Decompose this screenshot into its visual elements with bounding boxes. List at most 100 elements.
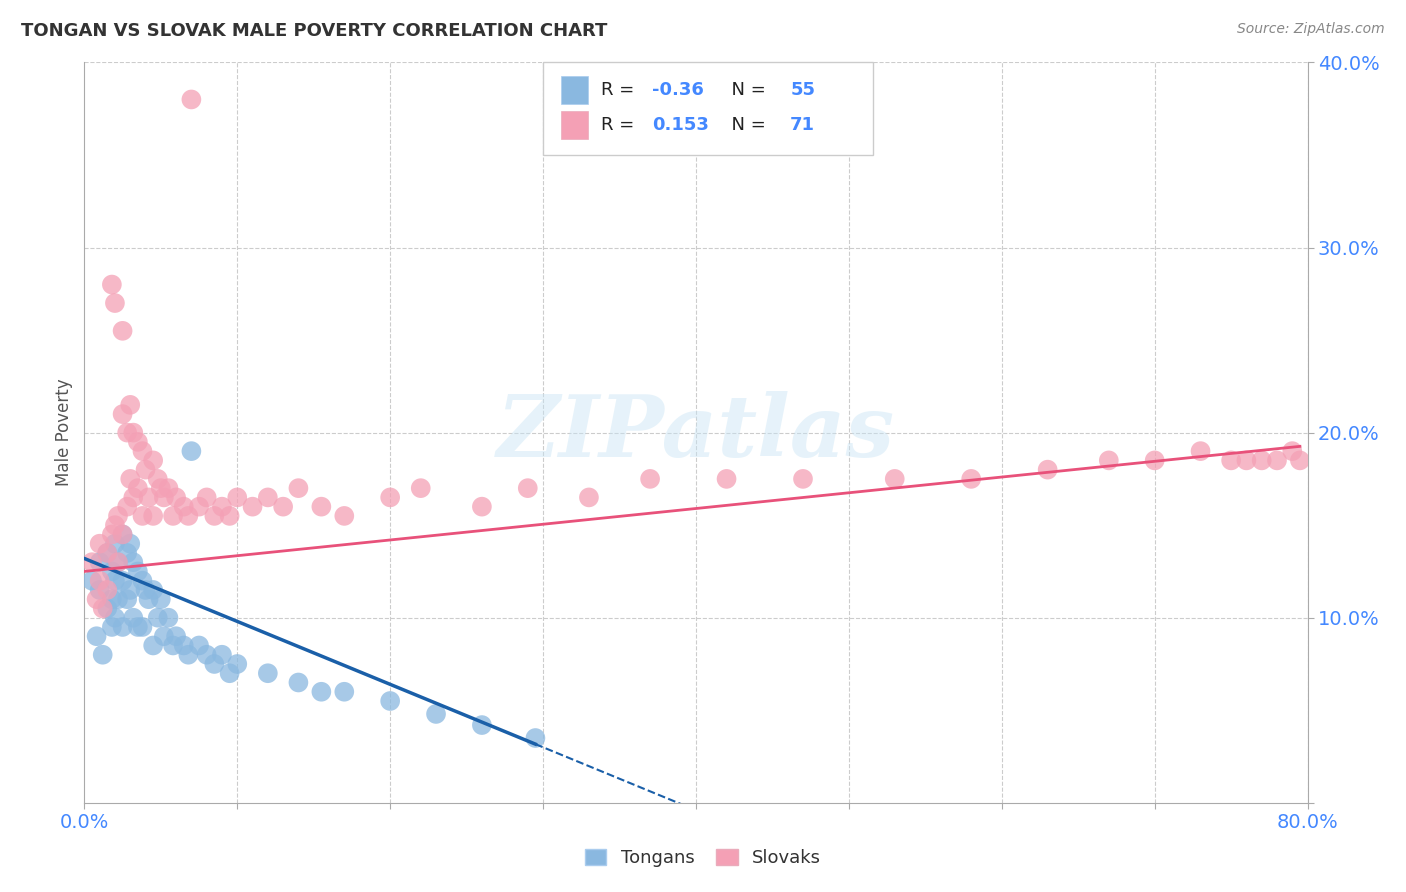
Point	[195, 491, 218, 505]
Point	[104, 610, 127, 624]
Point	[257, 491, 280, 505]
Point	[149, 481, 172, 495]
Point	[311, 685, 333, 699]
Point	[138, 592, 160, 607]
Point	[146, 472, 169, 486]
Point	[157, 610, 180, 624]
Point	[104, 518, 127, 533]
Point	[115, 500, 138, 514]
Point	[1265, 453, 1288, 467]
Point	[80, 574, 103, 588]
Point	[91, 648, 114, 662]
Point	[120, 472, 142, 486]
Point	[1036, 462, 1059, 476]
Point	[127, 481, 149, 495]
Point	[127, 565, 149, 579]
Point	[104, 574, 127, 588]
Point	[311, 500, 333, 514]
Point	[115, 425, 138, 440]
Point	[96, 546, 118, 560]
Point	[111, 527, 134, 541]
Point	[135, 582, 157, 597]
Point	[792, 472, 814, 486]
Point	[122, 610, 145, 624]
Point	[516, 481, 538, 495]
Point	[89, 536, 111, 550]
Point	[127, 434, 149, 449]
Point	[120, 398, 142, 412]
Point	[131, 574, 153, 588]
Point	[107, 555, 129, 569]
Text: R =: R =	[600, 116, 645, 135]
Point	[271, 500, 294, 514]
Point	[1220, 453, 1243, 467]
Point	[127, 620, 149, 634]
Text: -0.36: -0.36	[652, 81, 704, 99]
Point	[111, 324, 134, 338]
Point	[173, 639, 195, 653]
Point	[173, 500, 195, 514]
Point	[115, 546, 138, 560]
Point	[142, 508, 165, 523]
Text: N =: N =	[720, 116, 772, 135]
Point	[89, 582, 111, 597]
Text: Source: ZipAtlas.com: Source: ZipAtlas.com	[1237, 22, 1385, 37]
Point	[211, 500, 233, 514]
Point	[257, 666, 280, 681]
Point	[111, 620, 134, 634]
Point	[115, 592, 138, 607]
Point	[131, 508, 153, 523]
Point	[111, 407, 134, 421]
Point	[333, 508, 356, 523]
Point	[101, 592, 124, 607]
Point	[180, 92, 202, 106]
Point	[188, 500, 211, 514]
Point	[162, 508, 184, 523]
Point	[131, 620, 153, 634]
Point	[180, 444, 202, 458]
Text: TONGAN VS SLOVAK MALE POVERTY CORRELATION CHART: TONGAN VS SLOVAK MALE POVERTY CORRELATIO…	[21, 22, 607, 40]
Point	[89, 574, 111, 588]
Point	[101, 565, 124, 579]
Point	[1098, 453, 1121, 467]
Point	[157, 481, 180, 495]
Text: 55: 55	[790, 81, 815, 99]
Point	[1250, 453, 1272, 467]
Point	[142, 453, 165, 467]
Point	[138, 491, 160, 505]
Point	[86, 629, 108, 643]
Legend: Tongans, Slovaks: Tongans, Slovaks	[578, 841, 828, 874]
Point	[91, 601, 114, 615]
Point	[80, 555, 103, 569]
Point	[96, 546, 118, 560]
Point	[380, 694, 402, 708]
Point	[142, 639, 165, 653]
Point	[96, 601, 118, 615]
Point	[242, 500, 264, 514]
Point	[96, 582, 118, 597]
Point	[111, 574, 134, 588]
Point	[86, 592, 108, 607]
Point	[1281, 444, 1303, 458]
Point	[471, 718, 494, 732]
Point	[89, 555, 111, 569]
Point	[153, 491, 176, 505]
Point	[1289, 453, 1312, 467]
FancyBboxPatch shape	[561, 112, 588, 139]
Point	[425, 706, 447, 721]
Y-axis label: Male Poverty: Male Poverty	[55, 379, 73, 486]
Point	[165, 629, 187, 643]
Point	[471, 500, 494, 514]
Point	[883, 472, 905, 486]
Point	[638, 472, 661, 486]
Point	[104, 536, 127, 550]
Point	[146, 610, 169, 624]
Point	[142, 582, 165, 597]
Point	[409, 481, 432, 495]
Point	[1236, 453, 1258, 467]
Point	[524, 731, 547, 745]
Point	[101, 277, 124, 292]
Point	[188, 639, 211, 653]
Point	[960, 472, 983, 486]
Point	[202, 657, 225, 671]
